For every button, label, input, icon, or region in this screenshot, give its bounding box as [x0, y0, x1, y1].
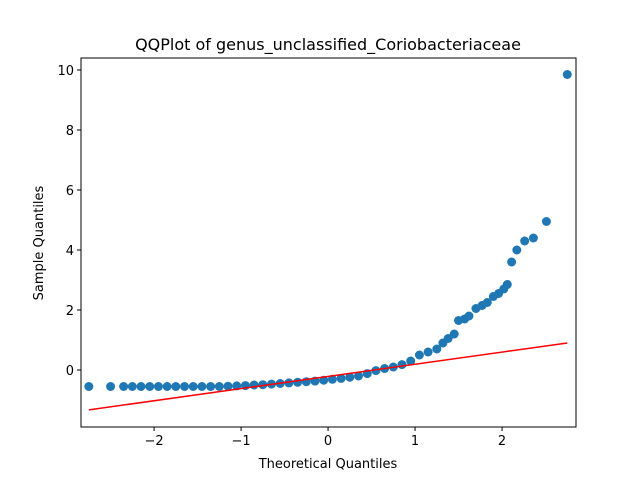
x-axis-label: Theoretical Quantiles	[258, 457, 398, 472]
data-point	[127, 382, 137, 391]
data-point	[214, 382, 224, 391]
data-point	[397, 360, 407, 370]
data-point	[336, 373, 346, 383]
data-point	[464, 311, 474, 321]
data-point	[188, 382, 198, 391]
x-tick-label: 2	[498, 434, 506, 449]
data-point	[541, 217, 551, 226]
x-tick-label: 1	[411, 434, 419, 449]
data-point	[528, 233, 538, 243]
x-tick-label: −1	[231, 434, 250, 449]
data-point	[432, 344, 442, 354]
data-point	[345, 372, 355, 382]
data-point	[512, 245, 522, 255]
plot-frame	[80, 57, 577, 428]
data-point	[414, 350, 424, 360]
data-point	[520, 236, 530, 246]
data-point	[162, 382, 172, 391]
data-point	[145, 382, 155, 391]
y-tick-label: 2	[66, 304, 74, 319]
data-point	[406, 356, 416, 366]
x-tick-label: 0	[324, 434, 332, 449]
data-point	[482, 298, 492, 307]
data-point	[423, 347, 433, 357]
fit-line	[88, 342, 568, 411]
data-point	[293, 377, 303, 387]
data-point	[206, 382, 216, 391]
data-point	[562, 70, 572, 79]
data-point	[507, 257, 517, 267]
chart-title: QQPlot of genus_unclassified_Coriobacter…	[135, 35, 521, 55]
data-point	[502, 280, 512, 289]
data-point	[354, 371, 364, 381]
x-tick-label: −2	[144, 434, 163, 449]
data-point	[153, 382, 163, 391]
data-point	[449, 329, 459, 339]
y-tick-label: 8	[66, 124, 74, 139]
y-tick-label: 4	[66, 244, 74, 259]
data-point	[223, 381, 233, 391]
data-point	[249, 380, 259, 390]
y-tick-label: 6	[66, 184, 74, 199]
data-point	[258, 380, 268, 390]
data-point	[284, 378, 294, 388]
data-point	[106, 382, 116, 391]
data-point	[119, 382, 129, 391]
data-point	[84, 382, 94, 391]
data-point	[197, 382, 207, 391]
data-point	[171, 382, 181, 391]
y-tick-label: 10	[57, 64, 74, 79]
data-point	[180, 382, 190, 391]
y-tick-label: 0	[66, 364, 74, 379]
data-point	[327, 374, 337, 384]
y-axis-label: Sample Quantiles	[32, 185, 47, 300]
data-point	[371, 366, 381, 376]
data-point	[136, 382, 146, 391]
